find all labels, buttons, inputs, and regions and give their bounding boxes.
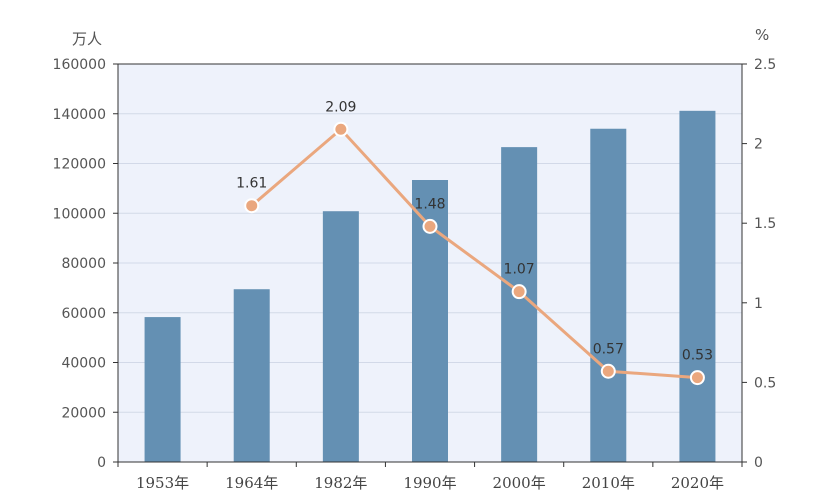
right-tick-label: 1.5: [754, 216, 776, 232]
left-tick-label: 60000: [61, 306, 106, 322]
left-tick-label: 140000: [53, 107, 106, 123]
left-tick-label: 40000: [61, 356, 106, 372]
left-tick-label: 120000: [53, 157, 106, 173]
line-point: [689, 370, 705, 386]
left-axis-unit: 万人: [72, 30, 102, 48]
left-tick-label: 80000: [61, 256, 106, 272]
right-tick-label: 2: [754, 137, 763, 153]
bar: [233, 289, 270, 462]
data-label: 2.09: [325, 99, 356, 115]
left-tick-label: 0: [97, 455, 106, 471]
bar: [322, 211, 359, 462]
right-axis-unit: %: [755, 26, 769, 44]
right-tick-label: 0: [754, 455, 763, 471]
line-series: [244, 121, 705, 386]
right-tick-label: 1: [754, 296, 763, 312]
x-tick-label: 2010年: [582, 474, 635, 492]
line-point: [422, 218, 438, 234]
line-point: [244, 198, 260, 214]
data-label: 1.48: [414, 196, 445, 212]
line-point: [600, 363, 616, 379]
line-path: [250, 127, 698, 380]
data-label: 0.57: [593, 341, 624, 357]
left-tick-label: 100000: [53, 206, 106, 222]
data-label: 1.61: [236, 176, 267, 192]
line-point: [511, 284, 527, 300]
bar: [144, 317, 181, 462]
axes: [113, 63, 747, 467]
x-tick-label: 1964年: [225, 474, 278, 492]
bar: [679, 110, 716, 462]
bar: [501, 147, 538, 462]
bar: [590, 128, 627, 463]
x-tick-label: 1953年: [136, 474, 189, 492]
right-tick-label: 0.5: [754, 375, 776, 391]
chart-labels: 0 20000 40000 60000 80000 100000 120000 140000 1…: [53, 57, 777, 492]
x-tick-label: 2000年: [493, 474, 546, 492]
bar-series: [144, 110, 716, 463]
data-label: 0.53: [682, 348, 713, 364]
left-tick-label: 20000: [61, 405, 106, 421]
right-tick-label: 2.5: [754, 57, 776, 73]
x-tick-label: 2020年: [671, 474, 724, 492]
left-tick-label: 160000: [53, 57, 106, 73]
x-tick-label: 1990年: [403, 474, 456, 492]
line-point: [333, 121, 349, 137]
data-label: 1.07: [504, 262, 535, 278]
x-tick-label: 1982年: [314, 474, 367, 492]
